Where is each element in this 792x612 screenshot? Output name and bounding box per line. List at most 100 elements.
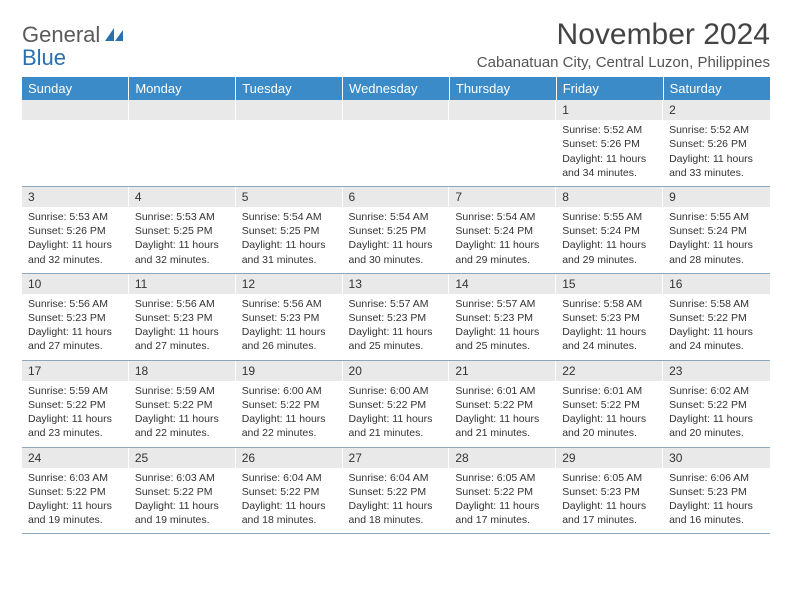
daylight-text: Daylight: 11 hours and 29 minutes. [562,238,657,266]
day-number: 8 [556,187,663,207]
sunrise-text: Sunrise: 6:02 AM [669,384,764,398]
daylight-text: Daylight: 11 hours and 17 minutes. [562,499,657,527]
sunset-text: Sunset: 5:22 PM [455,485,550,499]
calendar-cell: 28Sunrise: 6:05 AMSunset: 5:22 PMDayligh… [449,447,556,534]
day-number [129,100,236,120]
sunset-text: Sunset: 5:23 PM [349,311,444,325]
calendar-week: 17Sunrise: 5:59 AMSunset: 5:22 PMDayligh… [22,360,770,447]
calendar-cell [22,100,129,186]
day-header-tue: Tuesday [236,77,343,100]
daylight-text: Daylight: 11 hours and 26 minutes. [242,325,337,353]
sunrise-text: Sunrise: 5:59 AM [135,384,230,398]
day-number: 28 [449,448,556,468]
sunset-text: Sunset: 5:26 PM [562,137,657,151]
sunrise-text: Sunrise: 5:54 AM [242,210,337,224]
calendar-cell: 2Sunrise: 5:52 AMSunset: 5:26 PMDaylight… [663,100,770,186]
calendar-table: Sunday Monday Tuesday Wednesday Thursday… [22,77,770,534]
sunrise-text: Sunrise: 6:04 AM [349,471,444,485]
calendar-cell: 14Sunrise: 5:57 AMSunset: 5:23 PMDayligh… [449,273,556,360]
sunset-text: Sunset: 5:25 PM [242,224,337,238]
day-body [129,120,236,178]
day-body: Sunrise: 6:02 AMSunset: 5:22 PMDaylight:… [663,381,770,447]
sunrise-text: Sunrise: 6:04 AM [242,471,337,485]
day-body [236,120,343,178]
daylight-text: Daylight: 11 hours and 19 minutes. [135,499,230,527]
brand-text-block: General Blue [22,24,125,70]
day-body [343,120,450,178]
daylight-text: Daylight: 11 hours and 17 minutes. [455,499,550,527]
calendar-week: 3Sunrise: 5:53 AMSunset: 5:26 PMDaylight… [22,186,770,273]
day-body: Sunrise: 5:54 AMSunset: 5:24 PMDaylight:… [449,207,556,273]
day-body: Sunrise: 5:52 AMSunset: 5:26 PMDaylight:… [556,120,663,186]
day-number: 29 [556,448,663,468]
daylight-text: Daylight: 11 hours and 22 minutes. [242,412,337,440]
sunrise-text: Sunrise: 6:05 AM [455,471,550,485]
day-body: Sunrise: 5:59 AMSunset: 5:22 PMDaylight:… [129,381,236,447]
daylight-text: Daylight: 11 hours and 25 minutes. [455,325,550,353]
daylight-text: Daylight: 11 hours and 20 minutes. [669,412,764,440]
day-body: Sunrise: 6:05 AMSunset: 5:22 PMDaylight:… [449,468,556,534]
calendar-cell: 13Sunrise: 5:57 AMSunset: 5:23 PMDayligh… [343,273,450,360]
sunrise-text: Sunrise: 6:00 AM [242,384,337,398]
calendar-cell: 8Sunrise: 5:55 AMSunset: 5:24 PMDaylight… [556,186,663,273]
daylight-text: Daylight: 11 hours and 30 minutes. [349,238,444,266]
month-title: November 2024 [477,18,770,52]
calendar-cell: 23Sunrise: 6:02 AMSunset: 5:22 PMDayligh… [663,360,770,447]
calendar-cell: 4Sunrise: 5:53 AMSunset: 5:25 PMDaylight… [129,186,236,273]
sunrise-text: Sunrise: 5:52 AM [669,123,764,137]
day-number: 12 [236,274,343,294]
sunset-text: Sunset: 5:22 PM [669,311,764,325]
day-body: Sunrise: 6:04 AMSunset: 5:22 PMDaylight:… [236,468,343,534]
day-header-fri: Friday [556,77,663,100]
day-body: Sunrise: 6:00 AMSunset: 5:22 PMDaylight:… [343,381,450,447]
day-number: 11 [129,274,236,294]
daylight-text: Daylight: 11 hours and 24 minutes. [669,325,764,353]
day-body: Sunrise: 5:59 AMSunset: 5:22 PMDaylight:… [22,381,129,447]
day-header-sun: Sunday [22,77,129,100]
sunrise-text: Sunrise: 5:56 AM [242,297,337,311]
day-body: Sunrise: 5:57 AMSunset: 5:23 PMDaylight:… [343,294,450,360]
calendar-cell: 24Sunrise: 6:03 AMSunset: 5:22 PMDayligh… [22,447,129,534]
sunset-text: Sunset: 5:22 PM [242,485,337,499]
day-header-row: Sunday Monday Tuesday Wednesday Thursday… [22,77,770,100]
brand-sail-icon [105,26,125,47]
brand-text-1: General [22,22,100,47]
calendar-cell: 12Sunrise: 5:56 AMSunset: 5:23 PMDayligh… [236,273,343,360]
daylight-text: Daylight: 11 hours and 21 minutes. [349,412,444,440]
daylight-text: Daylight: 11 hours and 28 minutes. [669,238,764,266]
sunrise-text: Sunrise: 5:56 AM [28,297,123,311]
daylight-text: Daylight: 11 hours and 16 minutes. [669,499,764,527]
sunset-text: Sunset: 5:23 PM [562,311,657,325]
day-number: 1 [556,100,663,120]
sunset-text: Sunset: 5:22 PM [135,485,230,499]
sunrise-text: Sunrise: 5:57 AM [349,297,444,311]
sunrise-text: Sunrise: 5:57 AM [455,297,550,311]
daylight-text: Daylight: 11 hours and 23 minutes. [28,412,123,440]
sunset-text: Sunset: 5:23 PM [562,485,657,499]
sunset-text: Sunset: 5:24 PM [562,224,657,238]
daylight-text: Daylight: 11 hours and 21 minutes. [455,412,550,440]
day-number: 10 [22,274,129,294]
sunrise-text: Sunrise: 5:54 AM [349,210,444,224]
sunset-text: Sunset: 5:26 PM [28,224,123,238]
sunset-text: Sunset: 5:25 PM [349,224,444,238]
calendar-cell: 16Sunrise: 5:58 AMSunset: 5:22 PMDayligh… [663,273,770,360]
sunset-text: Sunset: 5:22 PM [349,398,444,412]
daylight-text: Daylight: 11 hours and 29 minutes. [455,238,550,266]
sunrise-text: Sunrise: 5:58 AM [562,297,657,311]
calendar-cell: 1Sunrise: 5:52 AMSunset: 5:26 PMDaylight… [556,100,663,186]
calendar-cell: 30Sunrise: 6:06 AMSunset: 5:23 PMDayligh… [663,447,770,534]
day-number [22,100,129,120]
calendar-cell: 9Sunrise: 5:55 AMSunset: 5:24 PMDaylight… [663,186,770,273]
day-body: Sunrise: 6:01 AMSunset: 5:22 PMDaylight:… [556,381,663,447]
daylight-text: Daylight: 11 hours and 22 minutes. [135,412,230,440]
calendar-body: 1Sunrise: 5:52 AMSunset: 5:26 PMDaylight… [22,100,770,534]
day-body: Sunrise: 6:05 AMSunset: 5:23 PMDaylight:… [556,468,663,534]
calendar-cell: 10Sunrise: 5:56 AMSunset: 5:23 PMDayligh… [22,273,129,360]
day-body: Sunrise: 5:54 AMSunset: 5:25 PMDaylight:… [343,207,450,273]
sunrise-text: Sunrise: 5:58 AM [669,297,764,311]
day-number: 26 [236,448,343,468]
day-number: 20 [343,361,450,381]
sunrise-text: Sunrise: 5:53 AM [135,210,230,224]
daylight-text: Daylight: 11 hours and 33 minutes. [669,152,764,180]
